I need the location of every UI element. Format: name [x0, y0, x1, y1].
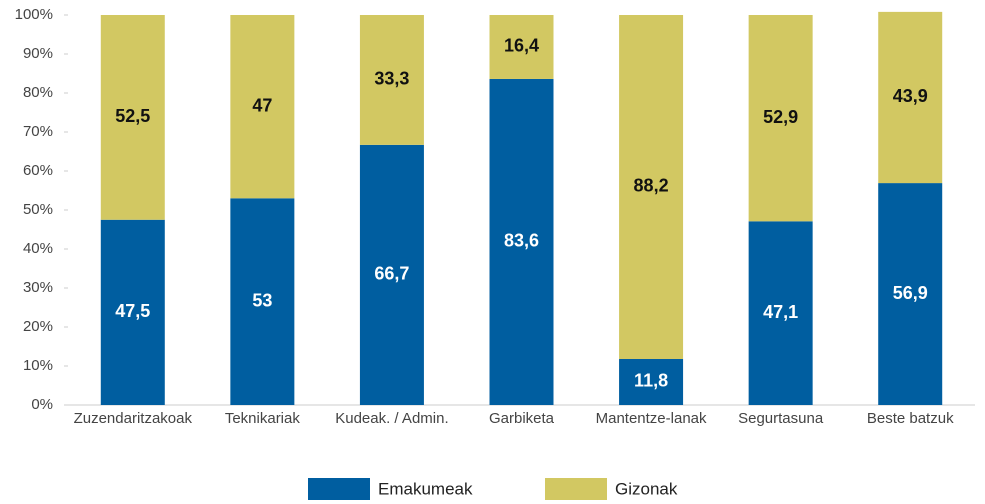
y-tick-label: 50%	[23, 201, 53, 218]
value-label: 16,4	[504, 36, 539, 56]
legend-label: Gizonak	[615, 479, 678, 498]
bar-segment	[748, 221, 813, 405]
bar-segment	[100, 15, 165, 220]
value-label: 52,9	[763, 107, 798, 127]
x-tick-label: Mantentze-lanak	[596, 410, 707, 427]
value-label: 43,9	[893, 86, 928, 106]
y-tick-label: 0%	[31, 396, 53, 413]
x-tick-label: Segurtasuna	[738, 410, 824, 427]
bar-segment	[230, 15, 295, 199]
bar-segment	[878, 183, 943, 405]
bar-segment	[489, 78, 554, 406]
legend-label: Emakumeak	[378, 479, 473, 498]
value-label: 11,8	[634, 371, 668, 391]
bar-segment	[359, 144, 424, 405]
y-tick-label: 30%	[23, 279, 53, 296]
y-tick-label: 80%	[23, 84, 53, 101]
bar-segment	[878, 11, 943, 184]
legend-swatch	[545, 478, 607, 500]
value-label: 52,5	[115, 106, 150, 126]
x-tick-label: Zuzendaritzakoak	[74, 410, 193, 427]
value-label: 47	[252, 95, 272, 115]
y-tick-label: 100%	[15, 6, 53, 23]
value-label: 66,7	[374, 264, 409, 284]
y-tick-label: 70%	[23, 123, 53, 140]
x-tick-label: Kudeak. / Admin.	[335, 410, 448, 427]
x-tick-label: Garbiketa	[489, 410, 555, 427]
y-tick-label: 20%	[23, 318, 53, 335]
value-label: 83,6	[504, 231, 539, 251]
value-label: 47,1	[763, 302, 798, 322]
value-label: 33,3	[374, 69, 409, 89]
value-label: 47,5	[115, 301, 150, 321]
legend-swatch	[308, 478, 370, 500]
bar-segment	[100, 219, 165, 405]
y-tick-label: 40%	[23, 240, 53, 257]
x-tick-label: Teknikariak	[225, 410, 301, 427]
y-tick-label: 90%	[23, 45, 53, 62]
value-label: 88,2	[634, 176, 669, 196]
y-tick-label: 60%	[23, 162, 53, 179]
bar-segment	[359, 15, 424, 145]
value-label: 53	[252, 290, 272, 310]
bar-segment	[619, 15, 684, 359]
bar-segment	[619, 358, 684, 405]
value-label: 56,9	[893, 283, 928, 303]
x-tick-label: Beste batzuk	[867, 410, 954, 427]
bar-segment	[230, 198, 295, 405]
y-tick-label: 10%	[23, 357, 53, 374]
bar-segment	[489, 15, 554, 79]
bar-segment	[748, 15, 813, 222]
